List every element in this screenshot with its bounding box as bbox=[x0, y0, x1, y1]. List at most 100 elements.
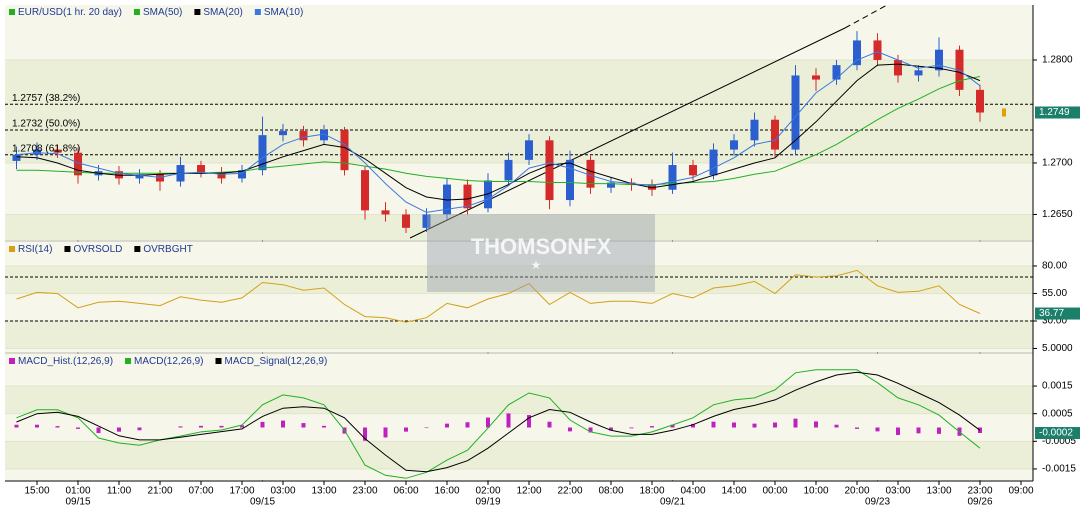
candle-body bbox=[299, 131, 308, 141]
y-tick-label: 55.00 bbox=[1042, 288, 1067, 299]
legend-label: RSI(14) bbox=[18, 244, 52, 255]
last-value-label: 1.2749 bbox=[1039, 107, 1070, 118]
hist-bar bbox=[937, 427, 941, 434]
y-tick-label: -0.0005 bbox=[1042, 436, 1076, 447]
candle-body bbox=[217, 172, 226, 179]
hist-bar bbox=[424, 427, 429, 429]
x-tick-label: 18:00 bbox=[639, 486, 664, 497]
candle-body bbox=[668, 165, 677, 190]
trend-line bbox=[409, 27, 846, 239]
series-line bbox=[16, 269, 981, 323]
hist-bar bbox=[609, 427, 613, 431]
hist-bar bbox=[691, 423, 695, 428]
hist-bar bbox=[650, 426, 654, 428]
hist-bar bbox=[732, 422, 736, 428]
candle-body bbox=[545, 140, 554, 201]
watermark-star: ★ bbox=[531, 258, 542, 272]
hist-bar bbox=[281, 420, 285, 428]
legend-swatch bbox=[254, 9, 261, 15]
candle-body bbox=[402, 214, 410, 228]
y-tick-label: 1.2700 bbox=[1042, 158, 1073, 169]
x-tick-label: 07:00 bbox=[188, 486, 213, 497]
legend-swatch bbox=[133, 9, 140, 15]
hist-bar bbox=[199, 425, 203, 428]
candle-body bbox=[914, 70, 923, 76]
date-label: 09/23 bbox=[865, 497, 890, 507]
candle-body bbox=[873, 40, 882, 60]
x-tick-label: 09:00 bbox=[1008, 486, 1033, 497]
candle-body bbox=[279, 131, 287, 136]
hist-bar bbox=[547, 421, 552, 428]
legend-swatch bbox=[194, 9, 201, 15]
candle-body bbox=[607, 182, 615, 188]
hist-bar bbox=[55, 426, 60, 428]
candle-body bbox=[12, 154, 21, 161]
candle-body bbox=[750, 119, 759, 141]
hist-bar bbox=[814, 421, 818, 428]
candle-body bbox=[422, 214, 431, 228]
legend-label: MACD_Hist.(12,26,9) bbox=[18, 356, 113, 367]
candle-body bbox=[258, 135, 267, 171]
candle-body bbox=[935, 49, 943, 71]
hist-bar bbox=[855, 427, 859, 429]
legend-swatch bbox=[215, 358, 222, 364]
hist-bar bbox=[875, 427, 880, 432]
last-value-tag bbox=[1035, 307, 1080, 320]
candle-body bbox=[771, 119, 779, 150]
legend-swatch bbox=[64, 246, 71, 252]
candle-body bbox=[812, 75, 820, 80]
y-tick-label: 0.0015 bbox=[1042, 381, 1073, 392]
candle-body bbox=[74, 152, 82, 176]
candle-body bbox=[853, 40, 861, 66]
hist-bar bbox=[137, 427, 142, 431]
candle-body bbox=[730, 140, 738, 150]
date-label: 09/21 bbox=[660, 497, 685, 507]
x-tick-label: 23:00 bbox=[967, 486, 992, 497]
panel-band bbox=[5, 214, 1033, 240]
level-label: 1.2732 (50.0%) bbox=[12, 119, 80, 130]
hist-bar bbox=[404, 427, 408, 432]
candle-body bbox=[320, 130, 328, 141]
candle-body bbox=[238, 170, 246, 179]
series-line bbox=[16, 63, 981, 201]
hist-bar bbox=[178, 426, 183, 428]
legend-swatch bbox=[9, 358, 15, 364]
trend-line-extension bbox=[844, 4, 888, 29]
date-label: 09/15 bbox=[250, 497, 275, 507]
x-tick-label: 00:00 bbox=[762, 486, 787, 497]
legend-label: SMA(10) bbox=[264, 7, 303, 18]
x-tick-label: 06:00 bbox=[393, 486, 418, 497]
candle-body bbox=[955, 49, 964, 90]
hist-bar bbox=[445, 423, 449, 428]
hist-bar bbox=[383, 427, 388, 438]
panel-band bbox=[5, 320, 1033, 349]
candle-body bbox=[832, 65, 841, 80]
hist-bar bbox=[14, 424, 19, 428]
x-tick-label: 11:00 bbox=[107, 486, 132, 497]
hist-bar bbox=[670, 424, 675, 428]
hist-bar bbox=[96, 427, 101, 434]
hist-bar bbox=[916, 427, 921, 434]
candle-body bbox=[53, 149, 62, 153]
x-tick-label: 22:00 bbox=[557, 486, 582, 497]
candle-body bbox=[381, 210, 390, 215]
series-line bbox=[16, 51, 981, 213]
date-label: 09/26 bbox=[967, 497, 992, 507]
x-tick-label: 03:00 bbox=[270, 486, 295, 497]
hist-bar bbox=[834, 424, 839, 428]
hist-bar bbox=[588, 427, 593, 433]
candle-body bbox=[361, 170, 369, 211]
hist-bar bbox=[240, 425, 244, 428]
hist-bar bbox=[260, 421, 265, 428]
hist-bar bbox=[486, 417, 490, 428]
watermark: THOMSONFX bbox=[471, 234, 612, 259]
y-tick-label: 1.2800 bbox=[1042, 55, 1073, 66]
last-value-tag bbox=[1035, 106, 1080, 119]
date-label: 09/19 bbox=[475, 497, 500, 507]
candle-body bbox=[525, 140, 533, 160]
hist-bar bbox=[896, 427, 900, 435]
x-tick-label: 13:00 bbox=[926, 486, 951, 497]
x-tick-label: 02:00 bbox=[475, 486, 500, 497]
